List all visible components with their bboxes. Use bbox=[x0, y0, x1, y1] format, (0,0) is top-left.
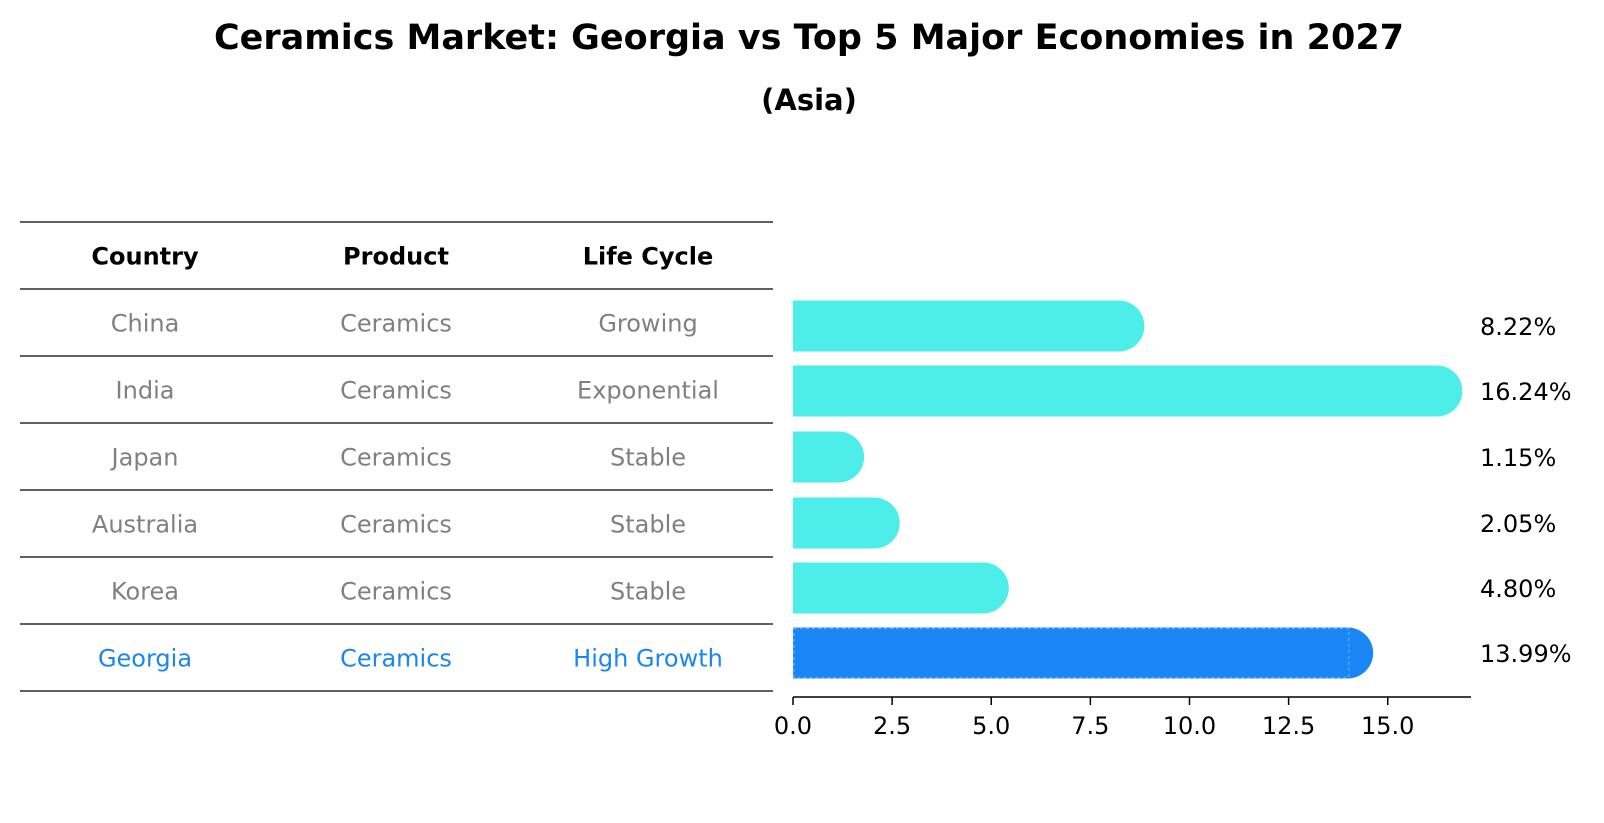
x-tick-label: 10.0 bbox=[1163, 712, 1216, 740]
data-table: Country Product Life Cycle China Ceramics Gro… bbox=[20, 221, 773, 692]
table-cell-country: China bbox=[111, 310, 180, 338]
x-tick-label: 15.0 bbox=[1361, 712, 1414, 740]
x-tick-label: 7.5 bbox=[1071, 712, 1109, 740]
table-row: Australia Ceramics Stable bbox=[92, 511, 686, 539]
x-tick-label: 2.5 bbox=[873, 712, 911, 740]
bar-china bbox=[793, 300, 1145, 352]
table-row: India Ceramics Exponential bbox=[116, 377, 719, 405]
bar-india bbox=[793, 365, 1463, 417]
bar-japan bbox=[793, 431, 865, 483]
table-cell-product: Ceramics bbox=[340, 578, 452, 606]
bar-korea bbox=[793, 562, 1009, 614]
table-cell-life-cycle: High Growth bbox=[573, 645, 723, 673]
x-tick-label: 5.0 bbox=[972, 712, 1010, 740]
table-cell-product: Ceramics bbox=[340, 377, 452, 405]
table-row: Korea Ceramics Stable bbox=[111, 578, 686, 606]
table-row: Japan Ceramics Stable bbox=[110, 444, 686, 472]
bar-value-label: 8.22% bbox=[1480, 313, 1556, 341]
chart-subtitle: (Asia) bbox=[761, 83, 857, 117]
chart-title: Ceramics Market: Georgia vs Top 5 Major … bbox=[214, 18, 1404, 58]
table-cell-country: India bbox=[116, 377, 175, 405]
table-header-product: Product bbox=[343, 243, 449, 271]
bar-value-label: 1.15% bbox=[1480, 444, 1556, 472]
bar-value-label: 13.99% bbox=[1480, 640, 1572, 668]
x-tick-label: 0.0 bbox=[774, 712, 812, 740]
bar-highlight-outline bbox=[793, 627, 1350, 679]
table-header-life-cycle: Life Cycle bbox=[583, 243, 714, 271]
table-cell-life-cycle: Exponential bbox=[577, 377, 719, 405]
table-cell-life-cycle: Stable bbox=[610, 511, 686, 539]
bar-georgia bbox=[793, 627, 1374, 679]
table-cell-country: Australia bbox=[92, 511, 198, 539]
bar-value-label: 16.24% bbox=[1480, 378, 1572, 406]
bar-value-label: 4.80% bbox=[1480, 575, 1556, 603]
table-cell-product: Ceramics bbox=[340, 645, 452, 673]
table-cell-country: Georgia bbox=[98, 645, 192, 673]
table-cell-product: Ceramics bbox=[340, 444, 452, 472]
table-cell-country: Japan bbox=[110, 444, 179, 472]
table-cell-country: Korea bbox=[111, 578, 179, 606]
x-axis: 0.0 2.5 5.0 7.5 10.0 12.5 15.0 bbox=[774, 696, 1471, 740]
table-header-country: Country bbox=[91, 243, 199, 271]
table-cell-life-cycle: Growing bbox=[598, 310, 697, 338]
table-cell-product: Ceramics bbox=[340, 310, 452, 338]
table-row: China Ceramics Growing bbox=[111, 310, 698, 338]
table-cell-life-cycle: Stable bbox=[610, 444, 686, 472]
x-tick-label: 12.5 bbox=[1262, 712, 1315, 740]
table-cell-life-cycle: Stable bbox=[610, 578, 686, 606]
table-row: Georgia Ceramics High Growth bbox=[98, 645, 723, 673]
bar-chart-plot: 8.22% 16.24% 1.15% 2.05% 4.80% 13.99% bbox=[793, 300, 1572, 679]
table-cell-product: Ceramics bbox=[340, 511, 452, 539]
bar-australia bbox=[793, 497, 900, 549]
bar-value-label: 2.05% bbox=[1480, 510, 1556, 538]
